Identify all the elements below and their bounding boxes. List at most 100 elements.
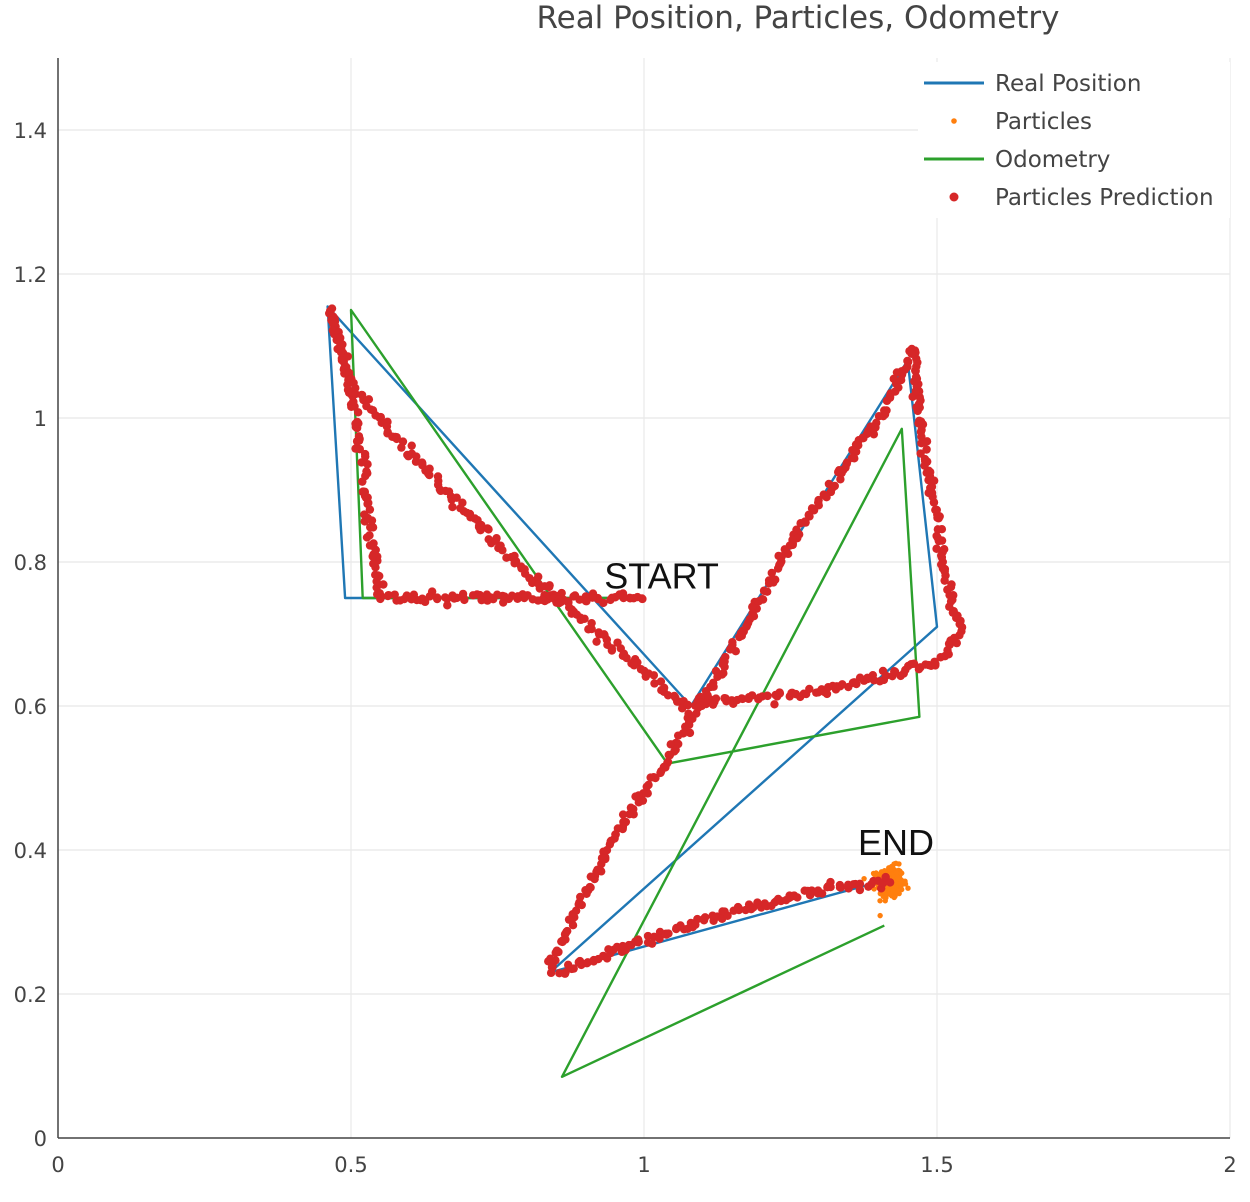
annotations: START END <box>604 555 934 862</box>
particle-point <box>882 898 888 904</box>
prediction-point <box>681 722 690 731</box>
prediction-point <box>826 882 835 892</box>
prediction-point <box>691 920 700 929</box>
prediction-point <box>625 594 635 603</box>
prediction-point <box>407 441 416 450</box>
prediction-point <box>874 412 884 421</box>
prediction-point <box>759 586 769 595</box>
prediction-point <box>569 592 578 601</box>
prediction-point <box>925 467 935 477</box>
prediction-point <box>622 653 631 663</box>
legend-item-particles-prediction[interactable]: Particles Prediction <box>949 185 1214 211</box>
series-line <box>349 308 921 1079</box>
legend-item-particles[interactable]: Particles <box>951 109 1092 135</box>
prediction-point <box>767 568 776 578</box>
prediction-point <box>649 671 659 680</box>
legend-swatch <box>951 118 957 124</box>
legend-background <box>918 62 1230 218</box>
prediction-point <box>642 782 651 791</box>
prediction-point <box>850 454 859 463</box>
legend-label: Particles <box>995 109 1092 135</box>
prediction-point <box>551 948 560 957</box>
prediction-point <box>947 580 956 589</box>
prediction-point <box>932 544 941 553</box>
prediction-point <box>931 661 940 670</box>
prediction-point <box>373 590 382 599</box>
x-tick-label: 1 <box>637 1153 650 1177</box>
prediction-point <box>830 481 839 491</box>
prediction-point <box>351 444 360 453</box>
prediction-point <box>780 545 789 554</box>
prediction-point <box>546 968 556 978</box>
annotation-start: START <box>604 555 719 596</box>
prediction-point <box>392 434 401 444</box>
prediction-point <box>871 423 880 432</box>
prediction-point <box>937 524 947 534</box>
legend-item-odometry[interactable]: Odometry <box>924 147 1110 173</box>
prediction-point <box>703 691 712 700</box>
prediction-point <box>805 684 814 694</box>
prediction-point <box>360 510 369 519</box>
y-tick-label: 1.4 <box>14 119 47 143</box>
prediction-point <box>793 893 802 902</box>
prediction-point <box>580 614 589 624</box>
legend-item-real-position[interactable]: Real Position <box>924 71 1141 97</box>
prediction-point <box>607 593 617 603</box>
prediction-point <box>646 773 655 782</box>
prediction-point <box>484 525 493 534</box>
prediction-point <box>592 637 601 646</box>
prediction-point <box>683 700 692 710</box>
prediction-point <box>582 889 591 898</box>
prediction-point <box>940 576 949 585</box>
prediction-point <box>836 475 845 484</box>
prediction-point <box>390 590 399 599</box>
legend[interactable]: Real Position Particles Odometry Particles … <box>918 62 1230 218</box>
y-tick-label: 0.6 <box>14 695 47 719</box>
particle-point <box>877 898 883 904</box>
prediction-point <box>950 633 959 643</box>
prediction-point <box>440 593 450 602</box>
prediction-point <box>666 740 675 749</box>
particle-point <box>898 886 905 893</box>
prediction-point <box>881 671 891 680</box>
particle-point <box>900 879 907 885</box>
x-tick-label: 2 <box>1223 1153 1236 1177</box>
y-tick-label: 0.4 <box>14 839 47 863</box>
prediction-point <box>885 878 895 887</box>
x-tick-label: 0 <box>51 1153 64 1177</box>
prediction-point <box>452 493 461 502</box>
prediction-point <box>855 879 865 888</box>
legend-label: Odometry <box>995 147 1110 173</box>
prediction-point <box>366 523 375 532</box>
prediction-point <box>362 467 371 476</box>
prediction-point <box>685 728 695 738</box>
prediction-point <box>365 531 374 540</box>
prediction-point <box>634 937 643 947</box>
particle-point <box>893 870 900 876</box>
prediction-point <box>586 872 596 881</box>
particle-point <box>873 870 879 876</box>
prediction-point <box>734 904 744 913</box>
series-odometry <box>349 308 921 1079</box>
prediction-point <box>354 432 364 441</box>
prediction-point <box>477 595 486 605</box>
prediction-point <box>351 389 360 399</box>
prediction-point <box>735 632 744 642</box>
prediction-point <box>357 390 366 400</box>
prediction-point <box>375 413 384 422</box>
prediction-point <box>673 731 683 740</box>
prediction-point <box>468 591 478 600</box>
prediction-point <box>456 504 465 513</box>
prediction-point <box>718 660 727 669</box>
prediction-point <box>655 934 664 943</box>
prediction-point <box>557 937 566 946</box>
prediction-point <box>425 592 434 601</box>
legend-label: Real Position <box>995 71 1141 97</box>
prediction-point <box>383 591 393 601</box>
prediction-point <box>747 691 757 700</box>
prediction-point <box>650 679 659 688</box>
prediction-point <box>852 679 861 689</box>
prediction-point <box>907 349 916 358</box>
prediction-point <box>890 667 899 676</box>
